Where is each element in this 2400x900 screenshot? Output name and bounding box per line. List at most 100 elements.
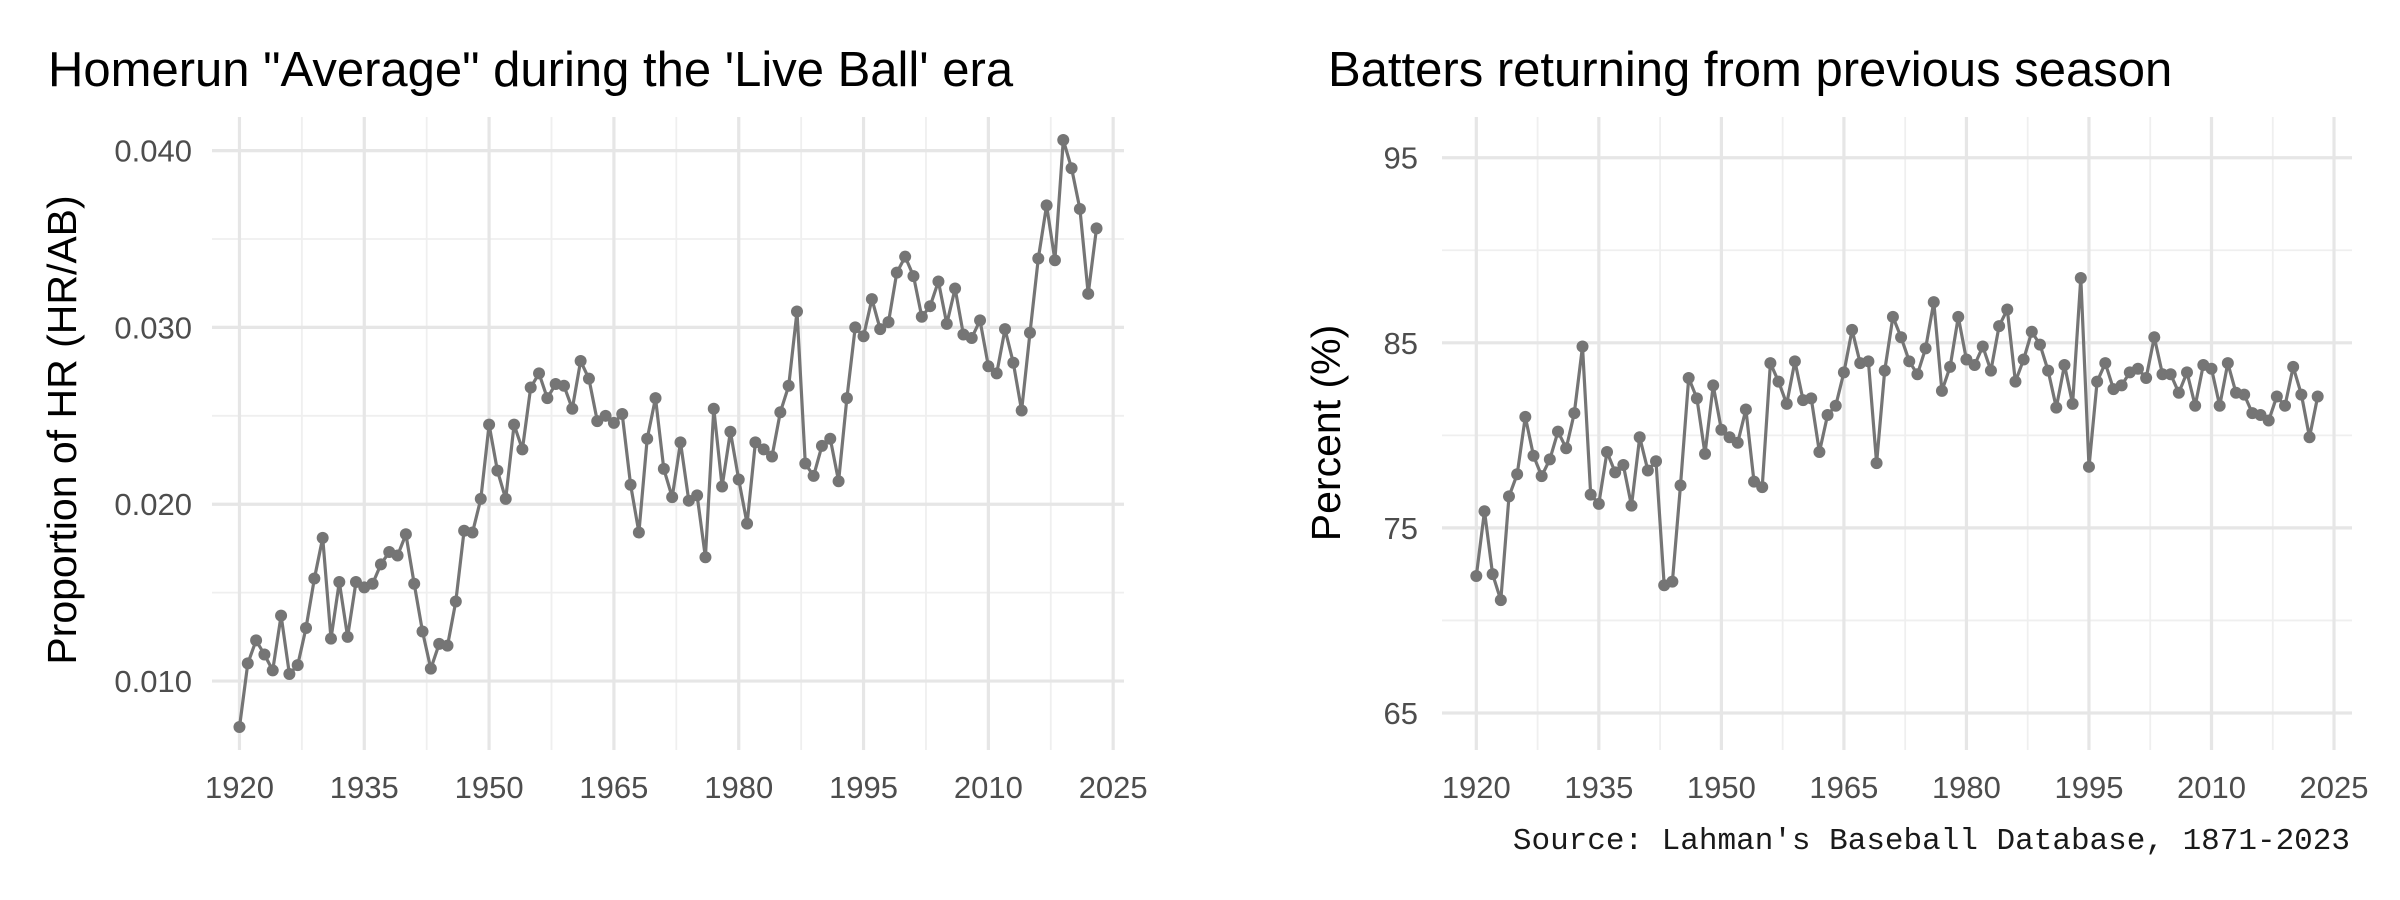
data-point: [1870, 457, 1883, 470]
data-point: [624, 478, 637, 491]
data-point: [1073, 202, 1086, 215]
data-point: [1944, 360, 1957, 373]
data-point: [416, 625, 429, 638]
data-point: [824, 432, 837, 445]
data-point: [1502, 490, 1515, 503]
data-point: [1699, 447, 1712, 460]
data-point: [890, 266, 903, 279]
data-point: [2295, 388, 2308, 401]
data-point: [1895, 331, 1908, 344]
data-point: [1780, 397, 1793, 410]
data-point: [2099, 357, 2112, 370]
data-point: [1862, 355, 1875, 368]
data-point: [2058, 359, 2071, 372]
y-tick-label: 75: [1384, 511, 1418, 546]
x-tick-labels: 1920 1935 1950 1965 1980 1995 2010 2025: [205, 770, 1148, 805]
data-point: [300, 621, 313, 634]
data-point: [341, 630, 354, 643]
data-point: [1592, 497, 1605, 510]
data-point: [932, 275, 945, 288]
data-point: [707, 402, 720, 415]
homerun-average-chart: Homerun "Average" during the 'Live Ball'…: [39, 43, 1148, 805]
y-tick-label: 65: [1384, 696, 1418, 731]
x-tick-label: 1965: [1809, 770, 1878, 805]
data-point: [807, 469, 820, 482]
data-point: [1821, 408, 1834, 421]
data-point: [466, 526, 479, 539]
series-line: [1474, 276, 2320, 602]
data-point: [1527, 449, 1540, 462]
data-point: [649, 392, 662, 405]
data-point: [1519, 410, 1532, 423]
chart-title: Batters returning from previous season: [1328, 43, 2172, 97]
data-point: [266, 664, 279, 677]
chart-title: Homerun "Average" during the 'Live Ball'…: [48, 43, 1014, 97]
data-point: [832, 475, 845, 488]
data-point: [324, 632, 337, 645]
data-point: [691, 489, 704, 502]
data-point: [391, 549, 404, 562]
data-point: [2091, 375, 2104, 388]
data-point: [1674, 479, 1687, 492]
data-point: [2303, 431, 2316, 444]
data-point: [275, 609, 288, 622]
data-point: [1927, 296, 1940, 309]
data-point: [907, 270, 920, 283]
data-point: [641, 432, 654, 445]
data-point: [782, 379, 795, 392]
data-point: [2279, 399, 2292, 412]
data-point: [2042, 364, 2055, 377]
data-point: [965, 332, 978, 345]
data-point: [2115, 379, 2128, 392]
y-tick-label: 0.010: [114, 664, 192, 699]
data-point: [1568, 407, 1581, 420]
data-point: [2172, 386, 2185, 399]
y-axis-title: Percent (%): [1303, 325, 1349, 541]
data-point: [241, 657, 254, 670]
data-point: [865, 293, 878, 306]
data-point: [1543, 453, 1556, 466]
data-point: [1023, 326, 1036, 339]
data-point: [333, 576, 346, 589]
grid: [212, 117, 1124, 750]
data-point: [940, 317, 953, 330]
data-point: [1560, 442, 1573, 455]
data-point: [749, 436, 762, 449]
data-point: [2025, 325, 2038, 338]
data-point: [1690, 392, 1703, 405]
x-tick-label: 1935: [1564, 770, 1633, 805]
data-point: [557, 379, 570, 392]
data-point: [657, 462, 670, 475]
y-axis-title: Proportion of HR (HR/AB): [39, 195, 85, 664]
series-line: [237, 138, 1099, 729]
y-tick-label: 0.030: [114, 310, 192, 345]
data-point: [666, 491, 679, 504]
x-tick-label: 1980: [704, 770, 773, 805]
data-point: [283, 667, 296, 680]
data-point: [766, 450, 779, 463]
data-point: [1641, 464, 1654, 477]
data-point: [1919, 342, 1932, 355]
data-point: [374, 558, 387, 571]
data-point: [533, 367, 546, 380]
data-point: [1764, 357, 1777, 370]
data-point: [1903, 355, 1916, 368]
data-point: [1478, 505, 1491, 518]
data-point: [1772, 375, 1785, 388]
data-point: [499, 492, 512, 505]
series: [233, 133, 1103, 734]
data-point: [724, 425, 737, 438]
data-point: [1952, 310, 1965, 323]
data-point: [1715, 423, 1728, 436]
data-point: [1633, 431, 1646, 444]
data-point: [899, 250, 912, 263]
x-tick-label: 1965: [579, 770, 648, 805]
data-point: [732, 473, 745, 486]
data-point: [915, 310, 928, 323]
data-point: [757, 443, 770, 456]
data-point: [990, 367, 1003, 380]
grid: [1442, 117, 2352, 750]
y-tick-labels: 0.010 0.020 0.030 0.040: [114, 134, 192, 699]
data-point: [233, 721, 246, 734]
